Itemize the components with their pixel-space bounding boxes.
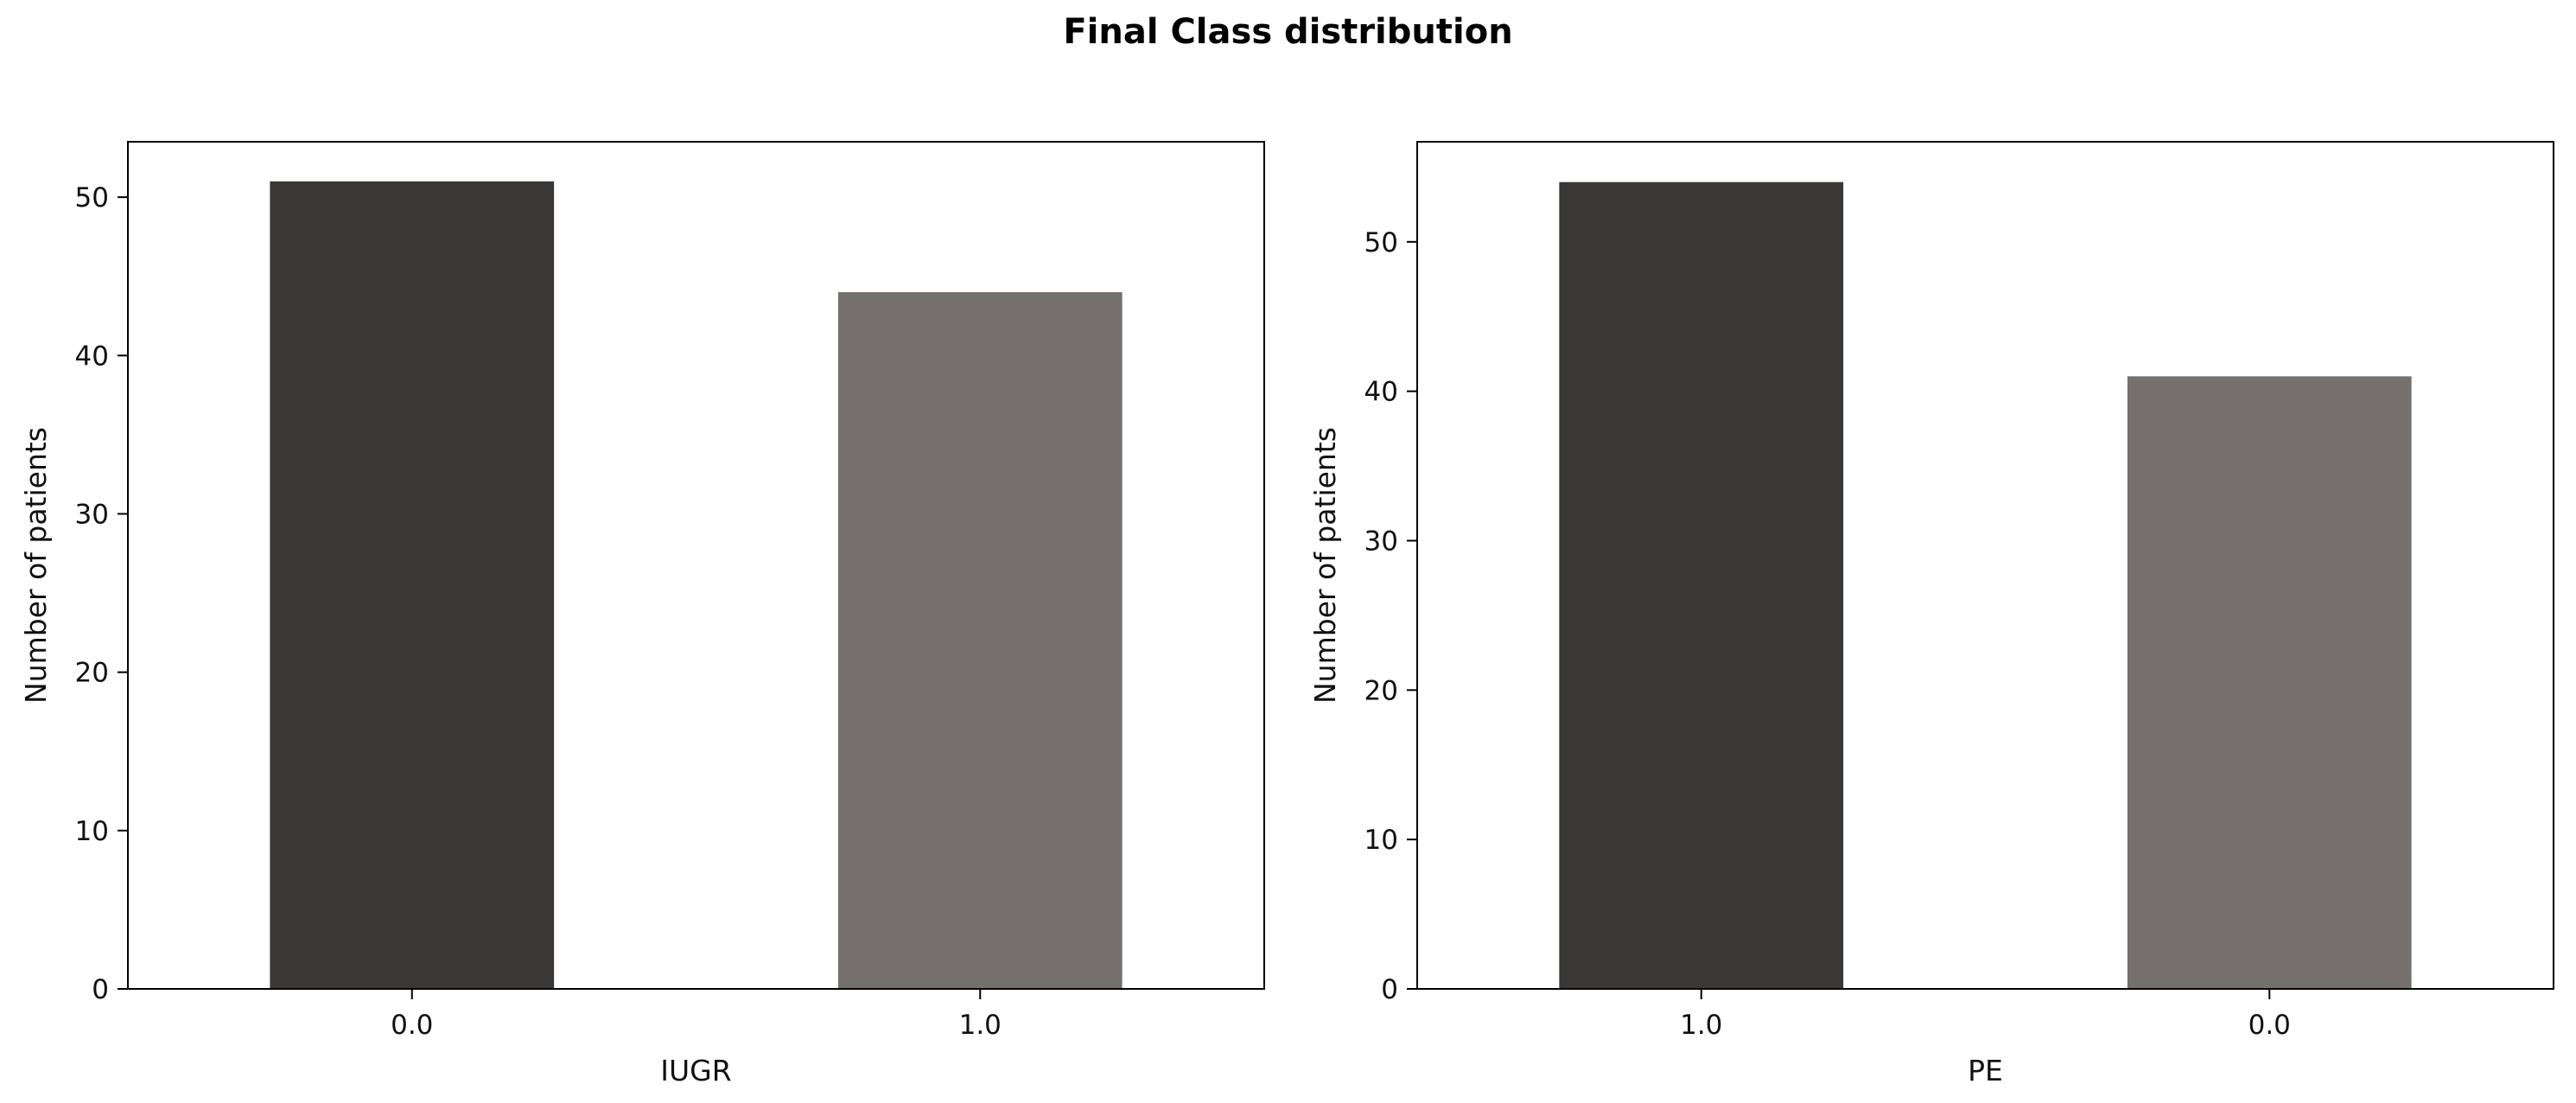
y-tick-label: 30 [1364,526,1398,557]
x-tick-label: 0.0 [2248,1010,2291,1041]
figure-title: Final Class distribution [1063,12,1513,52]
x-axis-label: IUGR [660,1054,731,1087]
y-axis-label: Number of patients [1308,427,1342,704]
axes-frame [1416,141,2554,990]
y-tick-label: 0 [1381,974,1398,1005]
y-tick-label: 10 [75,816,109,847]
y-tick-label: 20 [75,658,109,689]
y-tick-label: 30 [75,499,109,530]
y-tick-label: 50 [75,182,109,214]
y-tick-label: 0 [92,974,109,1005]
x-tick-label: 0.0 [391,1010,433,1041]
y-tick-label: 10 [1364,825,1398,856]
x-tick-label: 1.0 [959,1010,1002,1041]
x-axis-label: PE [1968,1054,2003,1087]
y-tick-label: 40 [75,341,109,372]
y-tick-label: 40 [1364,377,1398,408]
y-tick-label: 20 [1364,675,1398,706]
y-axis-label: Number of patients [19,427,53,704]
bar-2-1 [1559,182,1844,989]
axes-frame [127,141,1265,990]
bar-2-2 [2127,376,2412,989]
x-tick-label: 1.0 [1680,1010,1722,1041]
y-tick-label: 50 [1364,227,1398,258]
chart-panel-1: 0 10 20 30 40 50 0.0 1.0 IUGR Number of patients [19,141,1265,1087]
bar-1-1 [270,181,555,990]
chart-panel-2: 0 10 20 30 40 50 1.0 0.0 PE Number of patients [1308,141,2554,1087]
bar-1-2 [837,292,1123,989]
